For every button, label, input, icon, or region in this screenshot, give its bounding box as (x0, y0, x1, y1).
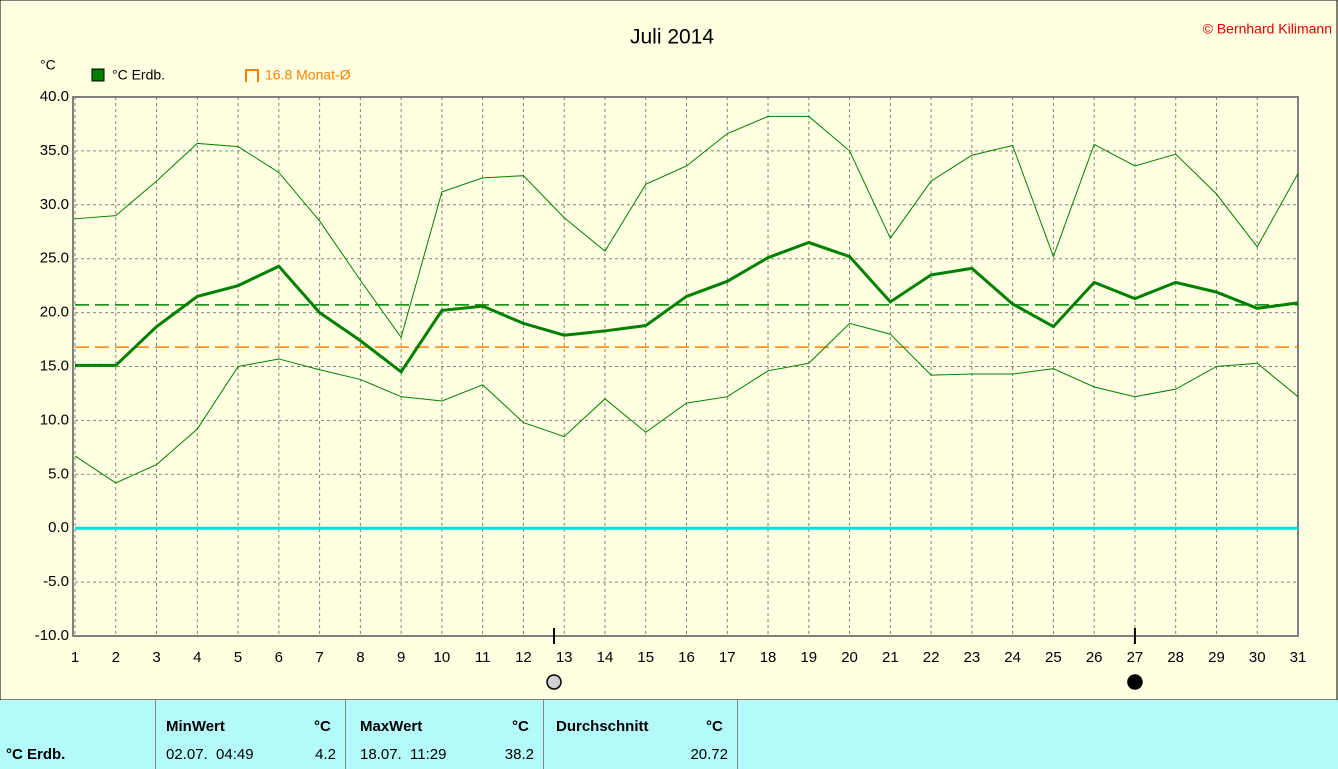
x-tick-label: 15 (637, 649, 654, 666)
separator (543, 700, 544, 769)
y-tick-label: 25.0 (40, 250, 69, 267)
separator (155, 700, 156, 769)
x-tick-label: 10 (434, 649, 451, 666)
y-tick-label: -5.0 (43, 573, 69, 590)
x-tick-label: 11 (475, 649, 491, 666)
x-tick-label: 4 (193, 649, 201, 666)
x-tick-label: 30 (1249, 649, 1266, 666)
y-tick-label: 35.0 (40, 142, 69, 159)
header-cell: °C (314, 718, 331, 735)
y-tick-label: 20.0 (40, 304, 69, 321)
series-line (74, 115, 1299, 339)
cell: 20.72 (690, 746, 728, 763)
cell: 02.07. 04:49 (166, 746, 254, 763)
x-tick-label: 1 (71, 649, 79, 666)
y-tick-label: 15.0 (40, 357, 69, 374)
x-tick-label: 24 (1004, 649, 1021, 666)
x-tick-label: 22 (923, 649, 940, 666)
separator (737, 700, 738, 769)
x-tick-label: 2 (112, 649, 120, 666)
plot-frame (72, 96, 1299, 637)
x-tick-label: 27 (1127, 649, 1144, 666)
header-cell: MinWert (166, 718, 225, 735)
cell: 4.2 (315, 746, 336, 763)
x-tick-label: 3 (152, 649, 160, 666)
moon-phase (1127, 674, 1143, 690)
x-tick-label: 13 (556, 649, 573, 666)
header-cell: MaxWert (360, 718, 423, 735)
x-tick-label: 14 (597, 649, 614, 666)
series-line (74, 322, 1299, 484)
copyright: © Bernhard Kilimann (1203, 21, 1332, 37)
y-tick-label: 5.0 (48, 465, 69, 482)
cell: 38.2 (504, 746, 534, 763)
separator (345, 700, 346, 769)
x-tick-label: 16 (678, 649, 695, 666)
chart: Juli 2014 © Bernhard Kilimann °C °C Erdb… (0, 0, 1338, 700)
x-tick-label: 31 (1290, 649, 1307, 666)
legend-swatch (245, 69, 259, 82)
header-cell: °C (706, 718, 723, 735)
header-cell: Durchschnitt (556, 718, 649, 735)
x-tick-label: 17 (719, 649, 736, 666)
moon-phase (546, 674, 562, 690)
y-tick-label: -10.0 (35, 627, 69, 644)
x-tick-label: 26 (1086, 649, 1103, 666)
x-tick-label: 20 (841, 649, 858, 666)
y-tick-label: 10.0 (40, 411, 69, 428)
y-tick-label: 0.0 (48, 519, 69, 536)
legend-label: 16.8 Monat-Ø (265, 67, 351, 83)
x-tick-label: 29 (1208, 649, 1225, 666)
x-tick-label: 25 (1045, 649, 1062, 666)
x-tick-label: 12 (515, 649, 532, 666)
x-tick-label: 18 (760, 649, 777, 666)
cell: 18.07. 11:29 (360, 746, 447, 763)
x-tick-label: 8 (356, 649, 364, 666)
row-label: °C Erdb. (6, 746, 66, 763)
x-tick-label: 9 (397, 649, 405, 666)
summary-table: MinWert °C MaxWert °C Durchschnitt °C °C… (0, 700, 1338, 769)
chart-title: Juli 2014 (630, 26, 714, 49)
series-line (75, 240, 1299, 375)
x-tick-label: 6 (275, 649, 283, 666)
y-unit: °C (40, 57, 56, 73)
y-tick-label: 40.0 (40, 88, 69, 105)
x-tick-label: 28 (1167, 649, 1184, 666)
legend-label: °C Erdb. (112, 67, 165, 83)
x-tick-label: 19 (800, 649, 817, 666)
header-cell: °C (512, 718, 529, 735)
x-tick-label: 21 (882, 649, 899, 666)
x-tick-label: 5 (234, 649, 242, 666)
frame (0, 0, 1338, 700)
y-tick-label: 30.0 (40, 196, 69, 213)
legend-swatch (91, 68, 105, 82)
x-tick-label: 23 (964, 649, 981, 666)
x-tick-label: 7 (315, 649, 323, 666)
